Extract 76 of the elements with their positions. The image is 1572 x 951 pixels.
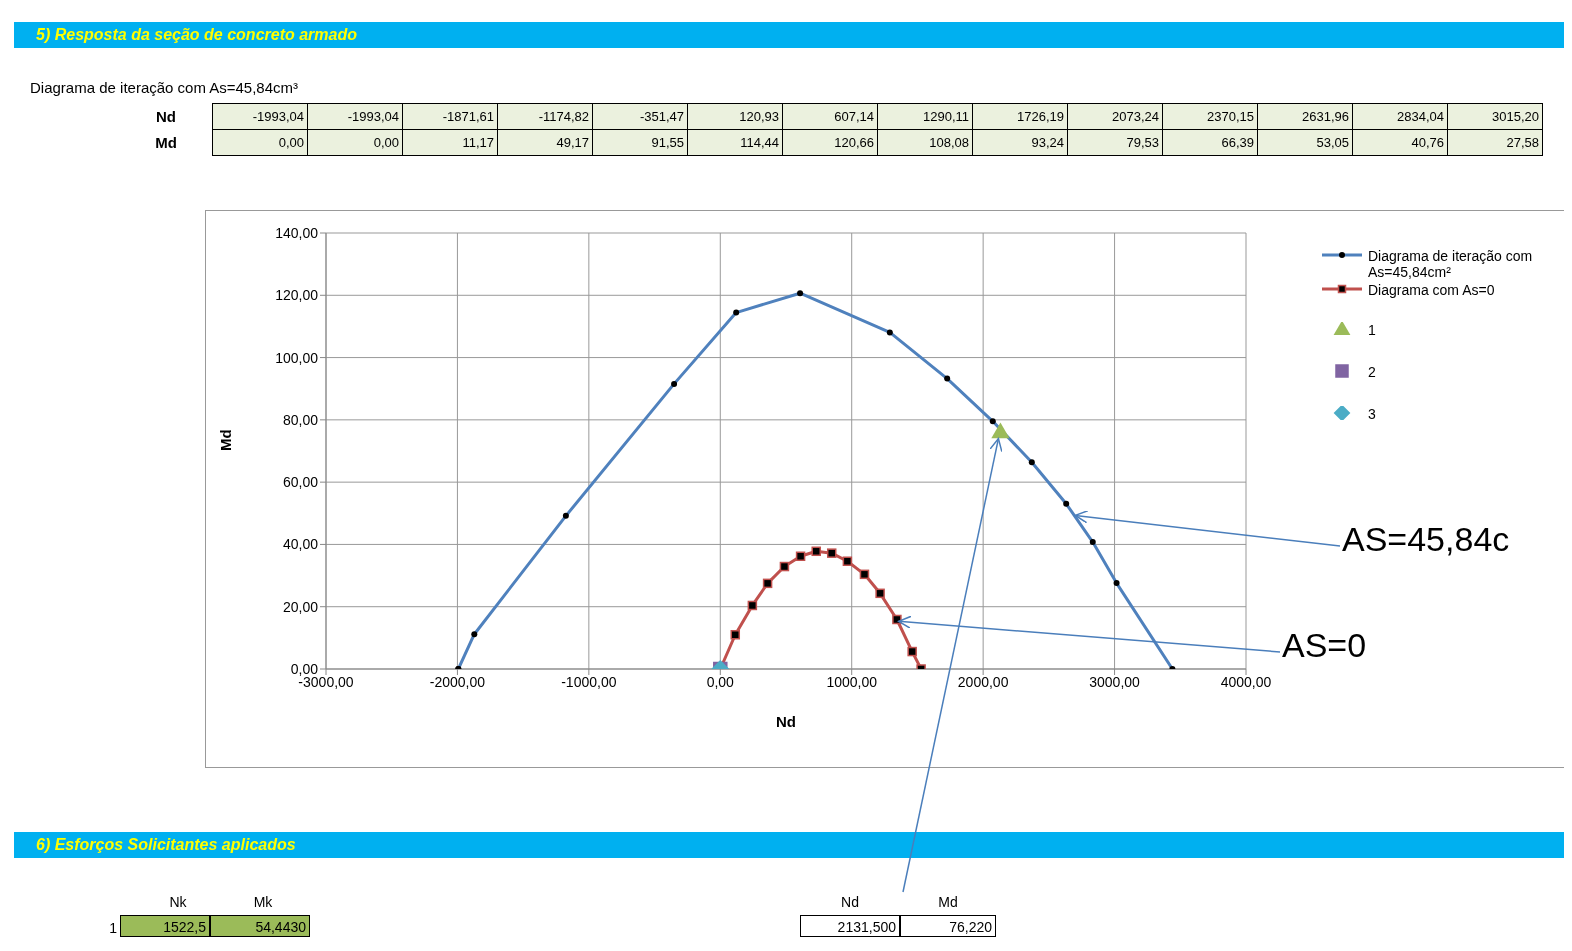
text: -1993,04 bbox=[212, 103, 308, 130]
point bbox=[842, 556, 853, 566]
y-tick-label: 100,00 bbox=[275, 349, 319, 366]
x-tick-label: 2000,00 bbox=[957, 673, 1009, 690]
text: 1290,11 bbox=[877, 103, 973, 130]
text: 120,66 bbox=[782, 129, 878, 156]
text: 76,220 bbox=[900, 915, 996, 937]
text: 2073,24 bbox=[1067, 103, 1163, 130]
point bbox=[747, 600, 758, 611]
text: Diagrama de iteração com As=45,84cm³ bbox=[30, 79, 299, 96]
y-tick-label: 140,00 bbox=[275, 224, 319, 241]
y-axis-title: Md bbox=[217, 429, 235, 451]
text: 2131,500 bbox=[800, 915, 900, 937]
text: -1174,82 bbox=[497, 103, 593, 130]
x-axis-title: Nd bbox=[776, 713, 796, 730]
point bbox=[730, 629, 741, 640]
y-tick-label: 20,00 bbox=[282, 598, 319, 615]
point bbox=[859, 569, 870, 580]
text: 1726,19 bbox=[972, 103, 1068, 130]
x-tick-label: 4000,00 bbox=[1220, 673, 1272, 690]
text: 120,93 bbox=[687, 103, 783, 130]
text: 1 bbox=[108, 919, 118, 938]
point bbox=[875, 588, 885, 599]
legend-label: 3 bbox=[1368, 406, 1376, 422]
text: Nd bbox=[840, 893, 860, 912]
text: 114,44 bbox=[687, 129, 783, 156]
text: -1871,61 bbox=[402, 103, 498, 130]
y-tick-label: 80,00 bbox=[282, 411, 319, 428]
x-tick-label: 3000,00 bbox=[1089, 673, 1141, 690]
legend-label: 1 bbox=[1368, 322, 1376, 338]
x-tick-label: 1000,00 bbox=[826, 673, 878, 690]
text: 91,55 bbox=[592, 129, 688, 156]
text: 0,00 bbox=[307, 129, 403, 156]
text: Md bbox=[937, 893, 959, 912]
point bbox=[991, 422, 1010, 439]
annotation: AS=45,84c bbox=[1342, 520, 1510, 559]
legend-label: 2 bbox=[1368, 364, 1376, 380]
text: 2631,96 bbox=[1257, 103, 1353, 130]
text: 27,58 bbox=[1447, 129, 1543, 156]
point bbox=[779, 561, 790, 572]
text: 1522,5 bbox=[120, 915, 210, 937]
text: 108,08 bbox=[877, 129, 973, 156]
text: 49,17 bbox=[497, 129, 593, 156]
y-tick-label: 40,00 bbox=[282, 536, 319, 553]
text: 66,39 bbox=[1162, 129, 1258, 156]
point bbox=[826, 548, 837, 558]
text: 40,76 bbox=[1352, 129, 1448, 156]
text: 607,14 bbox=[782, 103, 878, 130]
y-tick-label: 60,00 bbox=[282, 474, 319, 491]
text: Mk bbox=[252, 893, 274, 912]
text: 93,24 bbox=[972, 129, 1068, 156]
text: -351,47 bbox=[592, 103, 688, 130]
text: 53,05 bbox=[1257, 129, 1353, 156]
text: 11,17 bbox=[402, 129, 498, 156]
point bbox=[907, 646, 917, 657]
text: 2370,15 bbox=[1162, 103, 1258, 130]
x-tick-label: -1000,00 bbox=[561, 673, 617, 690]
text: 2834,04 bbox=[1352, 103, 1448, 130]
point bbox=[811, 546, 821, 557]
text: -1993,04 bbox=[307, 103, 403, 130]
annotation: AS=0 bbox=[1282, 626, 1367, 665]
point bbox=[795, 551, 806, 562]
text: 54,4430 bbox=[210, 915, 310, 937]
x-tick-label: 0,00 bbox=[706, 673, 735, 690]
text: Nd bbox=[155, 107, 177, 127]
text: 79,53 bbox=[1067, 129, 1163, 156]
text: Md bbox=[154, 133, 178, 153]
text: 3015,20 bbox=[1447, 103, 1543, 130]
text: 6) Esforços Solicitantes aplicados bbox=[14, 832, 1564, 858]
text: Nk bbox=[168, 893, 188, 912]
legend-label: Diagrama com As=0 bbox=[1368, 282, 1495, 298]
legend-label: Diagrama de iteração com As=45,84cm² bbox=[1368, 248, 1534, 280]
point bbox=[762, 578, 773, 589]
text: 5) Resposta da seção de concreto armado bbox=[14, 22, 1564, 48]
x-tick-label: -2000,00 bbox=[429, 673, 486, 690]
y-tick-label: 120,00 bbox=[275, 287, 319, 304]
